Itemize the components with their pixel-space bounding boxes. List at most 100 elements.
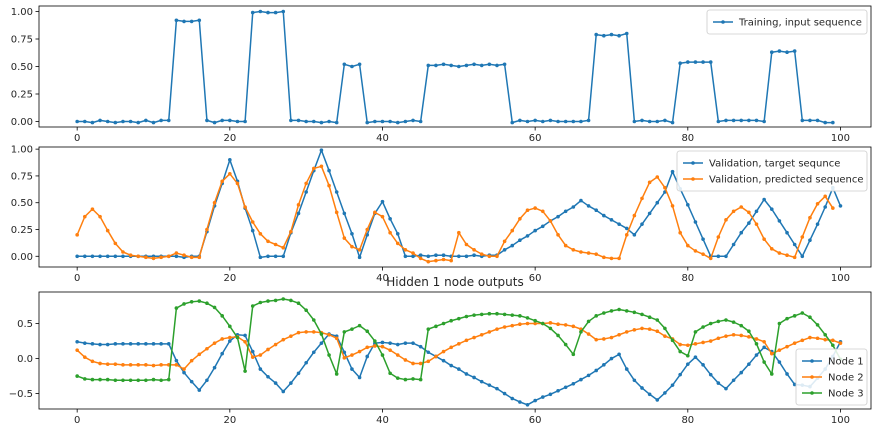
data-point — [724, 386, 728, 391]
data-point — [426, 359, 431, 364]
data-point — [350, 231, 354, 236]
data-point — [769, 372, 774, 376]
data-point — [464, 314, 469, 319]
data-point — [556, 322, 560, 327]
data-point — [693, 330, 698, 334]
data-point — [609, 218, 614, 222]
data-point — [289, 118, 293, 123]
data-point — [686, 353, 690, 358]
x-tick-label: 40 — [376, 273, 389, 284]
data-point — [75, 233, 79, 237]
data-point — [510, 228, 515, 233]
data-point — [701, 237, 705, 241]
data-point — [655, 329, 660, 334]
data-point — [273, 10, 278, 15]
data-point — [243, 119, 247, 124]
data-point — [525, 321, 530, 326]
data-point — [334, 120, 339, 125]
data-point — [594, 368, 599, 373]
data-point — [731, 209, 736, 214]
data-point — [762, 339, 766, 344]
data-point — [739, 118, 744, 123]
data-point — [304, 308, 308, 313]
data-point — [579, 330, 583, 334]
data-point — [113, 241, 118, 246]
data-point — [166, 377, 171, 382]
data-point — [266, 10, 270, 15]
data-point — [235, 119, 240, 124]
data-point — [472, 62, 476, 67]
data-point — [212, 120, 217, 125]
data-point — [113, 378, 118, 383]
data-point — [334, 372, 339, 376]
data-point — [792, 255, 797, 260]
data-point — [334, 210, 339, 215]
legend-box — [676, 150, 868, 192]
data-point — [678, 342, 682, 347]
data-point — [693, 249, 698, 253]
data-point — [121, 378, 125, 383]
data-point — [395, 376, 400, 380]
x-tick-label: 20 — [223, 415, 236, 426]
data-point — [105, 377, 110, 382]
data-point — [686, 343, 690, 348]
data-point — [228, 339, 232, 343]
x-tick-label: 100 — [831, 273, 850, 284]
data-point — [510, 120, 515, 125]
data-point — [105, 342, 110, 347]
data-point — [632, 310, 637, 315]
data-point — [220, 351, 224, 356]
data-point — [136, 342, 141, 346]
data-point — [296, 371, 301, 376]
data-point — [502, 239, 507, 244]
data-point — [388, 371, 392, 376]
data-point — [716, 235, 721, 239]
data-point — [502, 312, 507, 317]
data-point — [350, 353, 354, 357]
y-tick-label: 1.00 — [11, 7, 33, 18]
legend: Training, input sequence — [706, 9, 868, 35]
subplot-1: 0 20 40 60 80 100 0.00 0.25 0.50 0.75 1.00 Training… — [11, 5, 872, 144]
data-point — [273, 381, 278, 385]
data-point — [289, 381, 293, 385]
data-point — [579, 250, 583, 254]
data-point — [403, 254, 408, 259]
data-point — [98, 214, 102, 219]
series-2 — [75, 321, 843, 371]
data-point — [411, 377, 415, 381]
data-point — [647, 392, 652, 397]
data-point — [151, 256, 156, 261]
data-point — [808, 118, 812, 123]
data-point — [571, 352, 576, 357]
data-point — [418, 344, 423, 349]
data-point — [182, 253, 186, 258]
data-point — [441, 321, 446, 326]
data-point — [533, 398, 537, 403]
data-point — [281, 9, 286, 14]
data-point — [472, 253, 476, 258]
data-point — [243, 369, 247, 373]
y-tick-label: 0.25 — [11, 225, 33, 236]
data-point — [655, 175, 660, 179]
data-point — [426, 350, 431, 355]
data-point — [174, 18, 179, 23]
data-point — [479, 312, 484, 317]
data-point — [304, 360, 308, 365]
data-point — [602, 33, 606, 38]
data-point — [609, 32, 614, 37]
data-point — [357, 323, 362, 328]
data-point — [800, 235, 805, 239]
data-point — [533, 206, 537, 210]
data-point — [350, 244, 354, 249]
data-point — [90, 377, 95, 382]
data-point — [464, 63, 469, 68]
data-point — [548, 321, 553, 325]
y-tick-label: 0.0 — [17, 354, 33, 365]
data-point — [75, 254, 79, 259]
data-point — [716, 381, 721, 385]
data-point — [518, 314, 522, 318]
x-tick-label: 0 — [74, 273, 80, 284]
data-point — [510, 323, 515, 328]
data-point — [624, 309, 629, 313]
data-point — [266, 239, 270, 244]
